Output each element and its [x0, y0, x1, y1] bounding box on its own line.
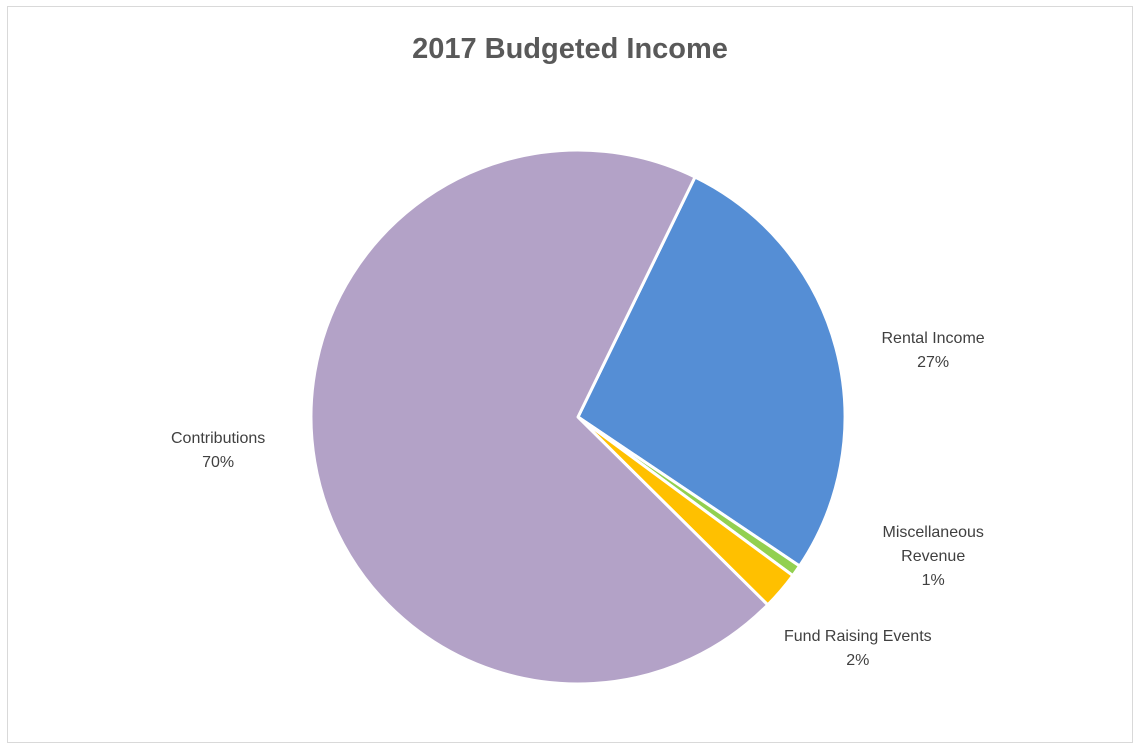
slice-label-name: Contributions — [171, 430, 266, 447]
slice-label-name: Rental Income — [881, 330, 985, 347]
slice-label-fund-raising-events: Fund Raising Events 2% — [784, 625, 932, 673]
slice-label-percent: 70% — [202, 454, 235, 471]
slice-label-percent: 1% — [921, 572, 945, 589]
slice-label-name: Fund Raising Events — [784, 628, 932, 645]
pie-slice-rental-income — [576, 175, 847, 568]
slice-label-contributions: Contributions 70% — [171, 427, 265, 475]
slice-label-rental-income: Rental Income 27% — [882, 327, 985, 375]
chart-area: 2017 Budgeted Income Rental Income 27% Mis… — [7, 6, 1133, 743]
slice-label-miscellaneous-revenue: Miscellaneous Revenue 1% — [883, 521, 984, 593]
slice-label-name: Revenue — [901, 548, 966, 565]
slice-label-percent: 2% — [846, 652, 870, 669]
slice-label-name: Miscellaneous — [882, 524, 984, 541]
chart-title: 2017 Budgeted Income — [412, 33, 728, 65]
pie-chart — [309, 148, 847, 686]
slice-label-percent: 27% — [917, 354, 950, 371]
pie-slice-contributions — [309, 148, 770, 686]
